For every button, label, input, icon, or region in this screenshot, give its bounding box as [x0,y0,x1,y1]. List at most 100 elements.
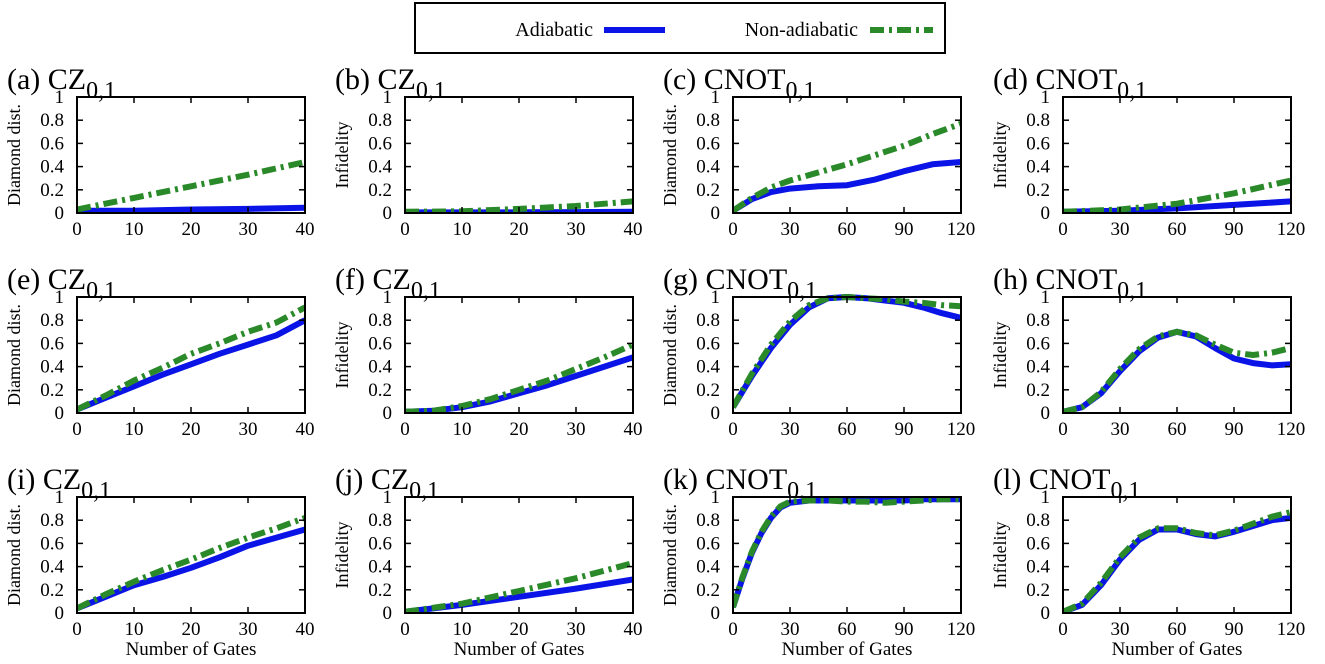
plot-frame [76,96,306,214]
panel-l: (l) CNOT0,100.20.40.60.810 30 60 90 120Infid… [990,463,1305,660]
y-tick-label: 0 [55,203,65,224]
series-group [405,560,633,613]
x-tick-label: 10 [125,619,144,640]
y-tick-label: 0.2 [696,180,720,201]
x-tick-label: 30 [1111,619,1130,640]
y-tick-label: 0.4 [1026,557,1050,578]
y-tick-label: 0.6 [1026,533,1050,554]
series-line-adiabatic [1063,514,1291,613]
y-tick-label: 0 [55,603,65,624]
panel-j: (j) CZ0,100.20.40.60.810 10 20 30 40Infideli… [332,463,643,660]
y-tick-label: 0.8 [368,110,392,131]
panel-gate-subscript: 0,1 [1117,278,1147,304]
x-tick-label: 60 [838,419,857,440]
y-axis-label: Infidelity [332,522,352,589]
x-tick-label: 30 [781,619,800,640]
x-tick-label: 90 [1225,219,1244,240]
y-tick-label: 0.6 [696,333,720,354]
series-group [405,341,633,413]
panel-label: (h) [993,263,1035,296]
x-tick-label: 30 [567,419,586,440]
x-tick-label: 60 [1168,419,1187,440]
x-tick-label: 0 [728,419,738,440]
y-tick-label: 1 [55,487,65,508]
x-tick-label: 30 [567,619,586,640]
y-tick-label: 0.6 [40,533,64,554]
series-group [733,496,961,609]
x-tick-label: 60 [838,619,857,640]
y-tick-label: 0.2 [40,380,64,401]
panel-label: (f) [335,263,372,296]
y-tick-label: 0 [1041,203,1051,224]
panel-title: (d) CNOT0,1 [993,63,1147,104]
panel-title: (i) CZ0,1 [7,463,111,504]
y-tick-label: 0 [383,203,393,224]
panel-gate: CZ [372,263,410,296]
y-tick-label: 0.4 [368,357,392,378]
x-tick-label: 30 [567,219,586,240]
panels: (a) CZ0,100.20.40.60.810 10 20 30 40Diamond … [4,63,1305,660]
series-line-adiabatic [77,526,305,612]
series-group [77,159,305,213]
x-tick-label: 0 [728,219,738,240]
x-tick-label: 20 [510,219,529,240]
y-tick-label: 0.4 [1026,157,1050,178]
legend-label-non-adiabatic: Non-adiabatic [745,19,858,41]
x-tick-label: 60 [1168,219,1187,240]
y-tick-label: 0.2 [40,580,64,601]
series-line-non-adiabatic [1063,509,1291,613]
x-axis-label: Number of Gates [1112,639,1243,660]
x-tick-label: 10 [125,419,144,440]
x-tick-label: 10 [453,619,472,640]
x-tick-label: 10 [453,219,472,240]
panel-g: (g) CNOT0,100.20.40.60.810 30 60 90 120Diamo… [660,263,975,440]
y-tick-label: 0.8 [40,510,64,531]
series-line-non-adiabatic [1063,328,1291,413]
y-tick-label: 0.6 [696,133,720,154]
y-tick-label: 0.6 [368,133,392,154]
x-tick-label: 40 [296,219,315,240]
panel-k: (k) CNOT0,100.20.40.60.810 30 60 90 120Diamo… [660,463,975,660]
y-axis-label: Infidelity [990,122,1010,189]
series-line-adiabatic [77,317,305,413]
panel-gate: CNOT [705,463,787,496]
y-tick-label: 0.8 [368,310,392,331]
y-axis-label: Diamond dist. [4,304,24,406]
panel-gate-subscript: 0,1 [409,478,439,504]
plot-frame [404,96,634,214]
x-axis-label: Number of Gates [126,639,257,660]
x-tick-label: 0 [72,419,82,440]
panel-label: (i) [7,463,43,496]
y-tick-label: 0.4 [696,357,720,378]
x-tick-label: 40 [296,619,315,640]
x-tick-label: 20 [510,419,529,440]
y-tick-label: 0.6 [40,333,64,354]
y-tick-label: 0.8 [1026,310,1050,331]
panel-label: (e) [7,263,48,296]
y-tick-label: 0.2 [696,380,720,401]
panel-label: (c) [663,63,704,96]
x-tick-label: 30 [781,419,800,440]
series-group [77,304,305,413]
panel-label: (l) [993,463,1029,496]
panel-gate: CNOT [1035,63,1117,96]
y-axis-label: Diamond dist. [4,104,24,206]
x-tick-label: 40 [296,419,315,440]
x-tick-label: 20 [510,619,529,640]
y-tick-label: 1 [55,87,65,108]
series-group [1063,328,1291,413]
x-tick-label: 120 [947,419,976,440]
y-tick-label: 0.6 [40,133,64,154]
panel-gate-subscript: 0,1 [1111,478,1141,504]
y-axis-label: Infidelity [332,122,352,189]
series-group [733,294,961,409]
legend-box [414,2,946,54]
panel-a: (a) CZ0,100.20.40.60.810 10 20 30 40Diamond … [4,63,315,240]
y-tick-label: 0 [1041,403,1051,424]
y-tick-label: 0.4 [696,157,720,178]
panel-f: (f) CZ0,100.20.40.60.810 10 20 30 40Infideli… [332,263,643,440]
series-line-adiabatic [733,159,961,213]
x-tick-label: 20 [182,219,201,240]
legend: Adiabatic Non-adiabatic [414,2,946,54]
x-tick-label: 0 [1058,219,1068,240]
